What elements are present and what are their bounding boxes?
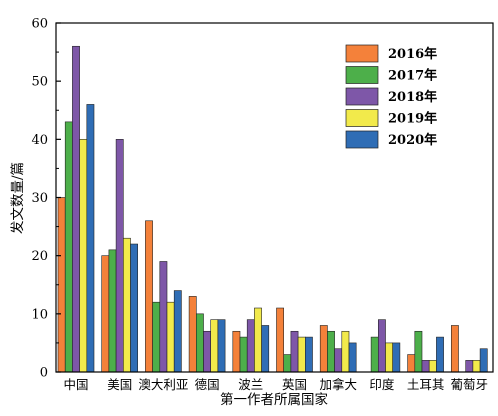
legend-label: 2017年 [388, 68, 437, 84]
bar-8-series-5 [392, 342, 401, 373]
bar-6-series-2 [283, 354, 292, 373]
legend-swatch [345, 44, 379, 63]
bar-8-series-3 [377, 319, 386, 373]
bar-9-series-3 [421, 360, 430, 373]
bar-2-series-1 [101, 255, 110, 373]
bar-6-series-5 [304, 336, 313, 373]
bar-3-series-2 [152, 301, 161, 373]
bar-3-series-5 [173, 290, 182, 373]
bar-2-series-2 [108, 249, 117, 373]
bar-2-series-4 [123, 237, 131, 373]
bar-4-series-3 [203, 330, 211, 373]
bar-7-series-3 [334, 348, 343, 373]
bar-9-series-2 [414, 330, 423, 373]
bar-3-series-3 [159, 261, 168, 373]
bar-5-series-5 [261, 325, 270, 373]
legend-swatch [345, 66, 379, 84]
x-tick-labels: 中国 美国 澳大利亚 德国 波兰 英国 加拿大 印度 土耳其 葡萄牙 [63, 377, 488, 392]
bar-3-series-1 [145, 220, 153, 373]
y-axis-title: 发文数量/篇 [10, 162, 26, 234]
bar-1-series-4 [79, 139, 88, 373]
bar-9-series-4 [428, 360, 437, 373]
y-tick-label: 20 [31, 249, 48, 264]
bar-8-series-2 [370, 336, 379, 373]
bar-3-series-4 [166, 301, 175, 373]
y-tick-label: 10 [31, 307, 48, 322]
bar-6-series-4 [297, 336, 306, 373]
bar-2-series-5 [130, 243, 138, 373]
x-tick-label: 英国 [282, 377, 307, 392]
bar-10-series-4 [472, 360, 481, 373]
bar-7-series-1 [319, 325, 328, 373]
bar-5-series-2 [239, 336, 248, 373]
legend: 2016年 2017年 2018年 2019年 2020年 [345, 44, 437, 149]
bar-1-series-1 [57, 197, 66, 373]
x-tick-label: 中国 [63, 377, 88, 392]
legend-swatch [345, 109, 379, 127]
bar-5-series-3 [246, 319, 255, 373]
legend-label: 2018年 [388, 89, 437, 105]
bar-7-series-2 [327, 330, 335, 373]
legend-label: 2016年 [388, 46, 437, 62]
bar-4-series-4 [210, 319, 219, 373]
bar-10-series-5 [479, 348, 488, 373]
y-tick-label: 0 [40, 366, 48, 381]
x-tick-label: 葡萄牙 [451, 377, 489, 392]
x-tick-label: 土耳其 [407, 377, 445, 392]
y-ticks: 0 10 20 30 40 50 60 [31, 17, 61, 381]
bar-6-series-3 [290, 330, 299, 373]
y-tick-label: 30 [31, 191, 48, 206]
bar-4-series-1 [188, 296, 197, 373]
bar-1-series-5 [86, 104, 95, 373]
x-tick-label: 加拿大 [319, 377, 357, 392]
bar-6-series-1 [276, 307, 284, 373]
bar-4-series-5 [217, 319, 226, 373]
legend-swatch [345, 87, 379, 106]
bar-7-series-4 [341, 330, 350, 373]
bar-5-series-1 [232, 330, 241, 373]
x-tick-label: 波兰 [238, 377, 263, 392]
bar-10-series-3 [465, 360, 474, 373]
legend-label: 2019年 [388, 111, 437, 127]
bar-1-series-2 [64, 121, 73, 373]
bar-4-series-2 [196, 313, 204, 373]
legend-swatch [345, 130, 379, 149]
bar-10-series-1 [450, 325, 459, 373]
bar-1-series-3 [72, 45, 80, 373]
y-tick-label: 50 [31, 75, 48, 90]
x-tick-label: 美国 [107, 377, 132, 392]
y-tick-label: 40 [31, 133, 48, 148]
bar-2-series-3 [115, 139, 124, 373]
legend-label: 2020年 [388, 132, 437, 148]
x-tick-label: 德国 [195, 377, 220, 392]
bar-5-series-4 [254, 307, 262, 373]
bars-layer [57, 45, 488, 373]
x-tick-label: 澳大利亚 [138, 377, 188, 392]
y-tick-label: 60 [31, 17, 48, 32]
bar-9-series-5 [436, 336, 444, 373]
bar-7-series-5 [348, 342, 357, 373]
bar-8-series-4 [385, 342, 393, 373]
bar-9-series-1 [407, 354, 416, 373]
x-tick-label: 印度 [369, 377, 395, 392]
x-axis-title: 第一作者所属国家 [220, 391, 328, 408]
